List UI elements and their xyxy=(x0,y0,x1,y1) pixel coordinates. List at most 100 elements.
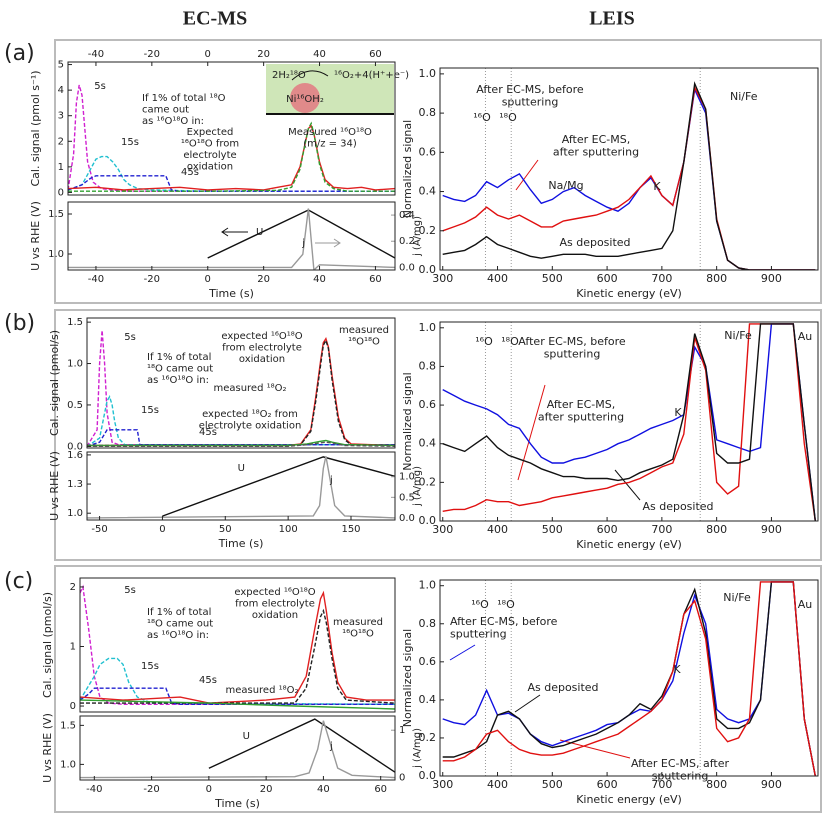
y-tick-label: 1.0 xyxy=(60,759,76,770)
series-label: 15s xyxy=(121,137,139,148)
y-tick-label: 0.6 xyxy=(419,398,437,411)
annotation: If 1% of total ¹⁸O came out as ¹⁶O¹⁸O in: xyxy=(147,352,213,386)
y-tick-label: 1 xyxy=(58,162,64,173)
series-line xyxy=(442,323,816,521)
series-label: U xyxy=(256,227,263,238)
x-tick-label: 900 xyxy=(761,523,782,536)
x-tick-label: 60 xyxy=(369,49,382,60)
y-tick-label: 1.0 xyxy=(67,359,83,370)
annotation: K xyxy=(673,663,681,676)
annotation: ¹⁶O xyxy=(471,598,489,611)
series-label: U xyxy=(243,731,250,742)
x-tick-label: 40 xyxy=(313,49,326,60)
y-tick-label: 3 xyxy=(58,111,64,122)
y-tick-label: 0.0 xyxy=(419,263,437,276)
plot-area xyxy=(68,208,395,270)
series-label: 15s xyxy=(141,661,159,672)
y-tick-label: 0.5 xyxy=(67,400,83,411)
x-tick-label: 300 xyxy=(432,272,453,285)
y2-tick-label: 0.4 xyxy=(399,210,415,221)
pointer xyxy=(449,644,476,661)
x-tick-label: -20 xyxy=(143,784,159,795)
x-tick-label: 500 xyxy=(542,778,563,791)
x-tick-label: 500 xyxy=(542,272,563,285)
x-tick-label: 0 xyxy=(205,49,211,60)
arrow xyxy=(221,227,248,237)
y2-tick-label: 0 xyxy=(399,773,405,784)
y-axis-label: U vs RHE (V) xyxy=(29,201,42,271)
arrow xyxy=(315,238,341,248)
y-tick-label: 5 xyxy=(58,60,64,71)
axes-frame xyxy=(439,67,819,271)
y-tick-label: 0.0 xyxy=(67,441,83,452)
series-label: After EC-MS, after sputtering xyxy=(553,133,639,159)
series-line xyxy=(442,81,816,270)
x-tick-label: 400 xyxy=(487,778,508,791)
series-line xyxy=(87,338,395,447)
y-tick-label: 4 xyxy=(58,85,64,96)
x-tick-label: 20 xyxy=(257,49,270,60)
series-label: measured ¹⁶O¹⁸O xyxy=(339,325,389,348)
y2-tick-label: 0.2 xyxy=(399,236,415,247)
series-line xyxy=(442,581,816,776)
series-label: 45s xyxy=(199,427,217,438)
series-line xyxy=(442,323,816,521)
x-axis-label: Time (s) xyxy=(214,797,260,810)
series-label: expected ¹⁶O¹⁸O from electrolyte oxidation xyxy=(221,331,302,365)
series-line xyxy=(87,395,395,447)
plot-area xyxy=(80,584,395,710)
x-tick-label: 600 xyxy=(597,523,618,536)
series-label: j xyxy=(329,475,333,486)
annotation: Ni¹⁶OH₂ xyxy=(286,94,324,105)
annotation: If 1% of total ¹⁸O came out as ¹⁶O¹⁸O in: xyxy=(142,93,226,127)
annotation: ¹⁸O xyxy=(499,111,517,124)
series-label: j xyxy=(301,238,305,249)
axes-frame xyxy=(86,451,396,521)
series-line xyxy=(87,439,395,447)
series-label: As deposited xyxy=(642,500,713,513)
annotation: If 1% of total ¹⁸O came out as ¹⁶O¹⁸O in: xyxy=(147,607,213,641)
x-tick-label: 600 xyxy=(597,778,618,791)
y-tick-label: 0.0 xyxy=(419,769,437,782)
y-tick-label: 0.6 xyxy=(419,145,437,158)
x-tick-label: 800 xyxy=(706,272,727,285)
y-tick-label: 0.4 xyxy=(419,437,437,450)
axes-frame xyxy=(67,201,396,271)
column-title: LEIS xyxy=(589,8,635,30)
y-tick-label: 1.5 xyxy=(60,720,76,731)
panel-frame xyxy=(54,565,822,813)
annotation: ¹⁶O xyxy=(475,335,493,348)
y-tick-label: 1.0 xyxy=(48,249,64,260)
y-tick-label: 1.5 xyxy=(67,317,83,328)
series-line xyxy=(87,330,395,447)
annotation: Na/Mg xyxy=(548,179,583,192)
annotation: K xyxy=(653,180,661,193)
x-tick-label: 0 xyxy=(205,274,211,285)
x-tick-label: -40 xyxy=(88,49,104,60)
y-axis-label: Normalized signal xyxy=(401,120,414,218)
x-tick-label: 800 xyxy=(706,523,727,536)
series-line xyxy=(442,87,816,270)
x-tick-label: 60 xyxy=(374,784,387,795)
y-axis-label: Normalized signal xyxy=(401,629,414,727)
y2-tick-label: 0.0 xyxy=(399,262,415,273)
annotation: 2H₂¹⁸O xyxy=(272,70,306,81)
pointer xyxy=(515,159,539,191)
x-tick-label: -20 xyxy=(144,49,160,60)
panel-frame xyxy=(54,39,822,304)
series-label: After EC-MS, before sputtering xyxy=(476,83,584,109)
x-tick-label: 50 xyxy=(219,524,232,535)
annotation: Au xyxy=(798,330,813,343)
column-title: EC-MS xyxy=(183,8,247,30)
x-tick-label: 800 xyxy=(706,778,727,791)
series-label: j xyxy=(329,741,333,752)
series-label: measured ¹⁶O¹⁸O xyxy=(333,617,383,640)
series-line xyxy=(80,720,395,779)
y-tick-label: 0.6 xyxy=(419,655,437,668)
axes-frame xyxy=(67,61,396,196)
series-line xyxy=(68,208,395,270)
series-label: measured ¹⁸O₂ xyxy=(213,383,286,394)
y2-tick-label: 1.0 xyxy=(399,472,415,483)
x-tick-label: 400 xyxy=(487,523,508,536)
